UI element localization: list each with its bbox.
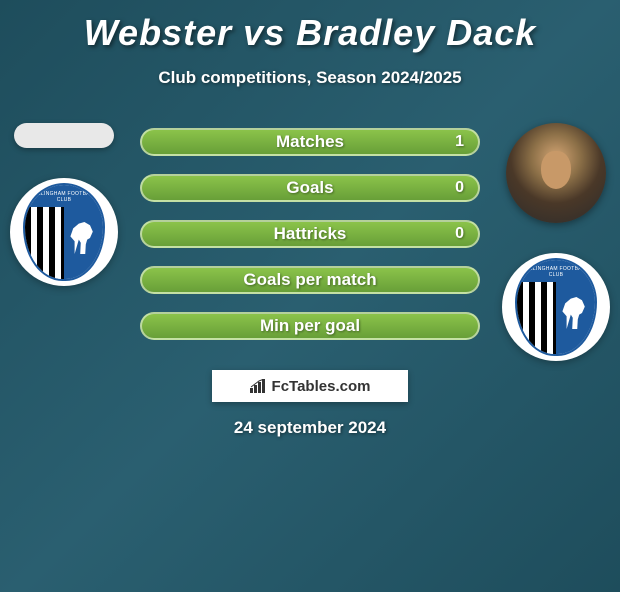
stat-right-value: 0 — [455, 179, 464, 197]
chart-icon — [250, 379, 268, 393]
player-left-column: GILLINGHAM FOOTBALL CLUB — [10, 123, 118, 286]
badge-text-right: GILLINGHAM FOOTBALL CLUB — [517, 260, 595, 282]
badge-stripes-icon — [25, 207, 64, 281]
stat-row-goals-per-match: Goals per match — [140, 266, 480, 294]
subtitle: Club competitions, Season 2024/2025 — [0, 68, 620, 88]
stat-label: Min per goal — [260, 316, 360, 336]
player-right-column: GILLINGHAM FOOTBALL CLUB — [502, 123, 610, 361]
badge-text-left: GILLINGHAM FOOTBALL CLUB — [25, 185, 103, 207]
badge-horse-icon — [556, 282, 595, 356]
page-title: Webster vs Bradley Dack — [0, 12, 620, 54]
badge-stripes-icon — [517, 282, 556, 356]
stats-list: Matches 1 Goals 0 Hattricks 0 Goals per … — [140, 128, 480, 340]
stat-row-matches: Matches 1 — [140, 128, 480, 156]
stat-right-value: 1 — [455, 133, 464, 151]
player-left-club-badge: GILLINGHAM FOOTBALL CLUB — [10, 178, 118, 286]
watermark-badge: FcTables.com — [212, 370, 408, 402]
badge-horse-icon — [64, 207, 103, 281]
stat-label: Matches — [276, 132, 344, 152]
stat-row-hattricks: Hattricks 0 — [140, 220, 480, 248]
stat-label: Hattricks — [274, 224, 347, 244]
stat-label: Goals per match — [243, 270, 376, 290]
player-right-avatar — [506, 123, 606, 223]
comparison-content: GILLINGHAM FOOTBALL CLUB GILLINGHAM FOOT… — [0, 128, 620, 438]
date-text: 24 september 2024 — [0, 418, 620, 438]
watermark-text: FcTables.com — [272, 378, 371, 395]
stat-row-min-per-goal: Min per goal — [140, 312, 480, 340]
player-right-club-badge: GILLINGHAM FOOTBALL CLUB — [502, 253, 610, 361]
stat-row-goals: Goals 0 — [140, 174, 480, 202]
stat-right-value: 0 — [455, 225, 464, 243]
stat-label: Goals — [286, 178, 333, 198]
player-left-avatar-placeholder — [14, 123, 114, 148]
